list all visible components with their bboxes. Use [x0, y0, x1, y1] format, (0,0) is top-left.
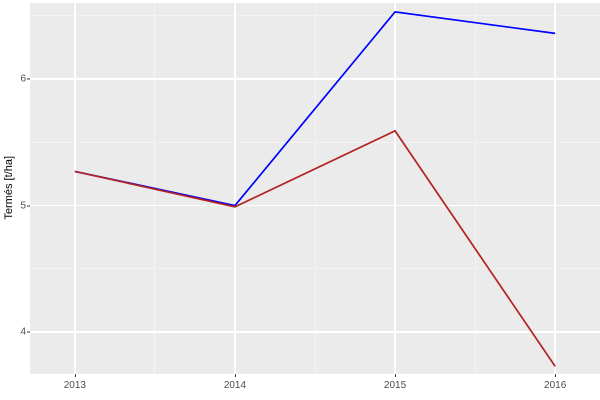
series-line-red-series	[74, 129, 556, 367]
x-axis-tick-mark	[555, 374, 557, 377]
x-axis-tick-label: 2016	[544, 380, 567, 391]
y-axis-tick-mark	[27, 78, 30, 80]
x-axis-tick-group	[30, 374, 600, 380]
x-axis-tick-label: 2013	[63, 380, 86, 391]
y-axis-tick-label: 5	[20, 200, 26, 212]
gridline-major-horizontal	[30, 78, 600, 80]
y-axis-tick-label: 6	[20, 73, 26, 85]
series-layer	[74, 10, 556, 367]
y-axis-title: Termés [t/ha]	[0, 0, 18, 375]
x-axis-tick-mark	[74, 374, 76, 377]
y-axis-title-label: Termés [t/ha]	[3, 155, 15, 220]
y-axis-tick-mark	[27, 205, 30, 207]
gridline-major-horizontal	[30, 331, 600, 333]
x-axis-tick-label: 2014	[223, 380, 247, 391]
gridline-minor-vertical	[314, 3, 316, 374]
y-axis-tick-label: 4	[20, 326, 26, 338]
gridline-major-horizontal	[30, 204, 600, 207]
gridline-major-vertical	[394, 3, 396, 374]
x-axis-label-group: 2013 2014 2015 2016	[30, 380, 600, 396]
gridline-major-vertical	[554, 3, 556, 374]
x-axis-tick-mark	[234, 374, 236, 377]
y-axis-tick-mark	[27, 331, 30, 333]
gridline-minor-horizontal	[30, 141, 600, 143]
series-line-blue-series	[74, 10, 556, 207]
gridline-minor-vertical	[474, 3, 476, 374]
x-axis-tick-label: 2015	[383, 380, 407, 391]
gridline-major-vertical	[234, 3, 236, 374]
gridline-minor-horizontal	[30, 268, 600, 270]
y-axis-tick-group: 4 5 6	[18, 0, 30, 375]
x-axis-tick-mark	[395, 374, 397, 377]
gridline-major-vertical	[74, 3, 76, 374]
gridline-minor-horizontal	[30, 15, 600, 17]
plot-panel	[30, 3, 600, 374]
